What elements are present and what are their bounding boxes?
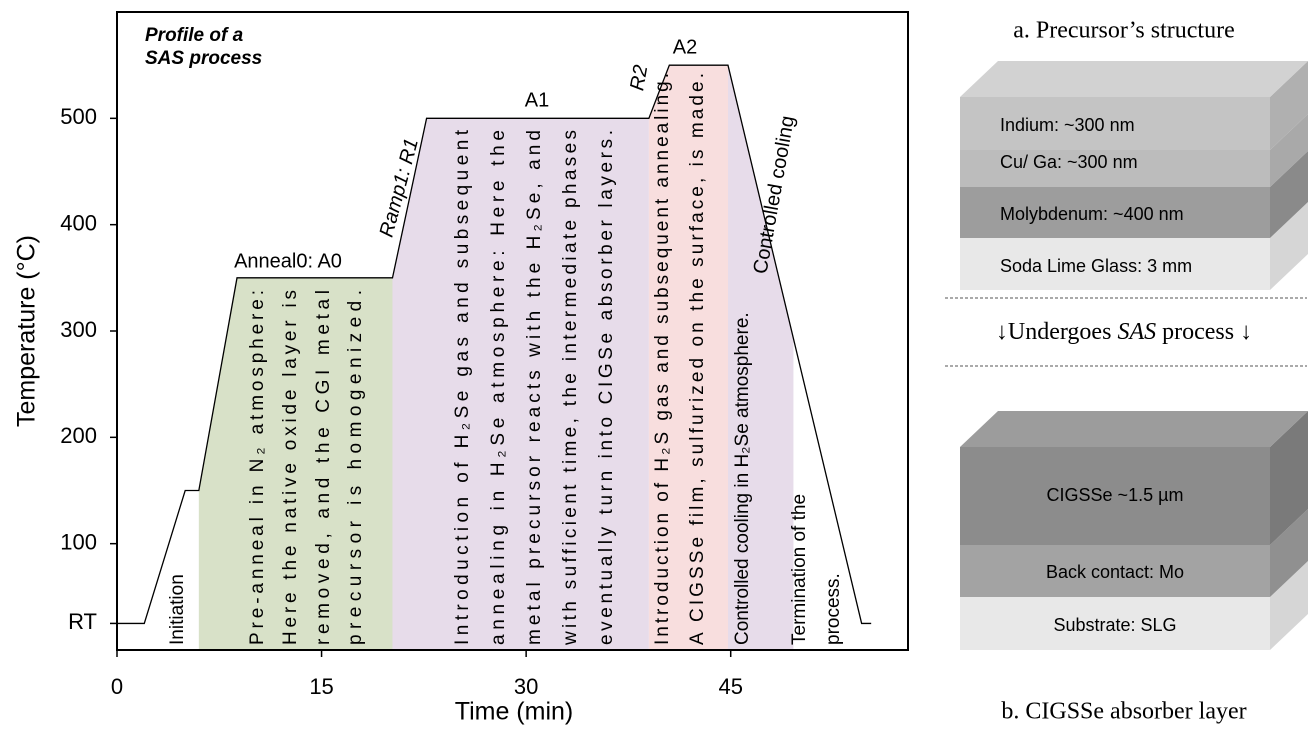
phase-description: Introduction of H₂Se gas and subsequent (452, 129, 473, 645)
phase-label: A2 (673, 36, 697, 58)
y-tick-label: 100 (60, 529, 97, 554)
layer-label: CIGSSe ~1.5 µm (1047, 485, 1184, 505)
phase-description: Introduction of H₂S gas and subsequent a… (652, 73, 673, 645)
annotation: Profile of a (145, 25, 244, 46)
layer-label: Substrate: SLG (1053, 615, 1176, 635)
phase-label: R2 (626, 63, 652, 92)
chart: 0 15 30 45 RT 100 200 300 400 500 Time (min) Temper… (13, 12, 908, 726)
arrow-text: ↓Undergoes (996, 319, 1118, 345)
phase-description: Initiation (167, 574, 188, 645)
phase-description: Pre-anneal in N₂ atmosphere: (247, 290, 268, 645)
phase-description: precursor is homogenized. (345, 290, 366, 645)
layer-top (960, 411, 1308, 447)
y-tick-label: 200 (60, 423, 97, 448)
y-tick-label: RT (68, 609, 97, 634)
diagram: a. Precursor’s structure ↓Undergoes SAS … (945, 18, 1308, 725)
layer-label: Indium: ~300 nm (1000, 115, 1135, 135)
x-tick-label: 45 (718, 674, 742, 699)
phase-description: A CIGSSe film, sulfurized on the surface… (687, 73, 708, 645)
x-tick-label: 0 (111, 674, 123, 699)
phase-description: process. (823, 573, 844, 645)
layer-label: Cu/ Ga: ~300 nm (1000, 152, 1138, 172)
phase-label: Anneal0: A0 (234, 250, 342, 272)
x-axis-label: Time (min) (455, 698, 574, 726)
figure: 0 15 30 45 RT 100 200 300 400 500 Time (min) Temper… (0, 0, 1309, 732)
y-tick-label: 500 (60, 104, 97, 129)
phase-description: annealing in H₂Se atmosphere: Here the (488, 130, 509, 645)
x-tick-label: 30 (514, 674, 538, 699)
process-arrow-text: ↓Undergoes SAS process ↓ (996, 319, 1252, 345)
y-axis-label: Temperature (°C) (13, 235, 41, 427)
layer-label: Back contact: Mo (1046, 562, 1184, 582)
y-tick-label: 300 (60, 317, 97, 342)
panel-title: b. CIGSSe absorber layer (1001, 699, 1246, 725)
phase-description: with sufficient time, the intermediate p… (560, 130, 581, 646)
annotation: SAS process (145, 48, 262, 69)
y-tick-label: 400 (60, 210, 97, 235)
layer-label: Molybdenum: ~400 nm (1000, 204, 1184, 224)
phase-description: Controlled cooling in H₂Se atmosphere. (732, 312, 753, 645)
x-tick-label: 15 (309, 674, 333, 699)
arrow-text: process ↓ (1156, 319, 1252, 345)
phase-region (392, 12, 648, 650)
panel-title: a. Precursor’s structure (1013, 18, 1234, 44)
layer-label: Soda Lime Glass: 3 mm (1000, 256, 1192, 276)
phase-label: A1 (525, 89, 549, 111)
layer-top (960, 61, 1308, 97)
phase-description: Termination of the (789, 494, 810, 645)
arrow-text: SAS (1117, 319, 1156, 345)
